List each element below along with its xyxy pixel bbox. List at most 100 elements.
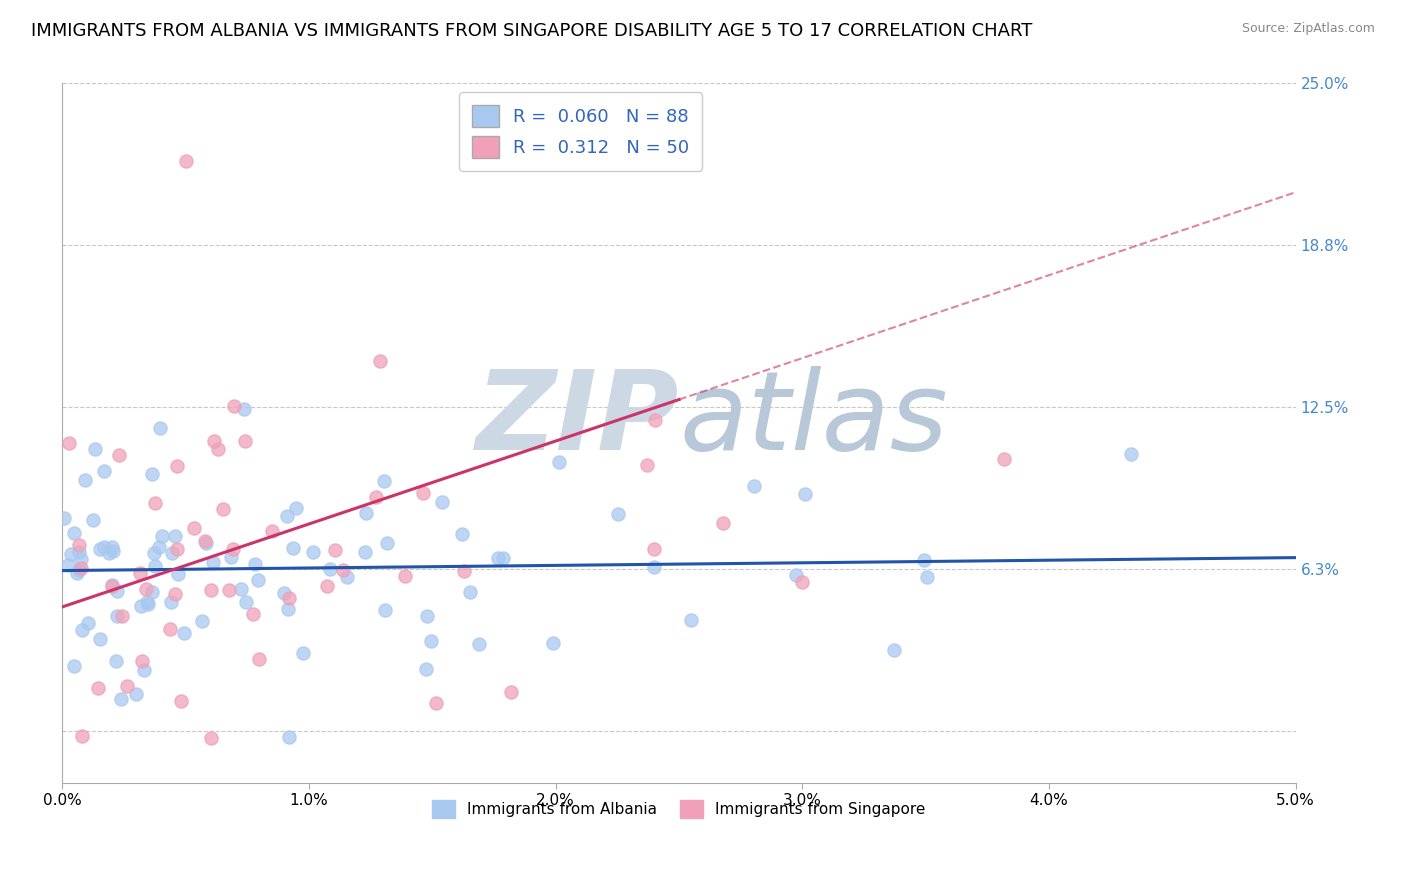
Point [170, 694, 193, 708]
Point [194, 534, 217, 549]
Point [108, 448, 131, 462]
Point [332, 563, 354, 577]
Point [174, 154, 197, 169]
Legend: Immigrants from Albania, Immigrants from Singapore: Immigrants from Albania, Immigrants from… [426, 794, 932, 824]
Point [354, 506, 377, 520]
Point [416, 609, 439, 624]
Point [93, 540, 115, 554]
Point [75, 473, 97, 487]
Point [501, 685, 523, 699]
Point [52, 511, 75, 525]
Point [67, 564, 90, 578]
Point [101, 577, 124, 591]
Point [87, 681, 110, 696]
Point [246, 574, 269, 588]
Point [277, 602, 299, 616]
Point [394, 568, 416, 582]
Point [374, 603, 396, 617]
Point [143, 558, 166, 573]
Point [167, 566, 190, 581]
Text: IMMIGRANTS FROM ALBANIA VS IMMIGRANTS FROM SINGAPORE DISABILITY AGE 5 TO 17 CORR: IMMIGRANTS FROM ALBANIA VS IMMIGRANTS FR… [31, 22, 1032, 40]
Point [284, 501, 307, 516]
Text: ZIP: ZIP [475, 366, 679, 473]
Point [643, 559, 665, 574]
Point [131, 654, 153, 668]
Point [82, 513, 104, 527]
Point [150, 529, 173, 543]
Point [163, 529, 186, 543]
Point [70, 561, 93, 575]
Point [143, 546, 166, 560]
Point [283, 541, 305, 556]
Point [194, 535, 217, 549]
Point [111, 608, 134, 623]
Point [368, 353, 391, 368]
Point [66, 566, 89, 581]
Point [232, 401, 254, 416]
Point [292, 646, 315, 660]
Point [541, 636, 564, 650]
Text: atlas: atlas [679, 366, 948, 473]
Point [159, 622, 181, 636]
Point [70, 729, 93, 743]
Point [1121, 447, 1143, 461]
Point [67, 544, 90, 558]
Point [354, 544, 377, 558]
Point [711, 516, 734, 531]
Point [60, 547, 83, 561]
Point [235, 595, 257, 609]
Point [89, 632, 111, 647]
Point [323, 543, 346, 558]
Point [105, 584, 128, 599]
Point [207, 442, 229, 456]
Point [110, 691, 132, 706]
Point [183, 521, 205, 535]
Point [373, 475, 395, 489]
Point [222, 542, 245, 557]
Point [915, 570, 938, 584]
Point [492, 551, 515, 566]
Point [136, 597, 159, 611]
Point [70, 624, 93, 638]
Point [128, 566, 150, 580]
Point [415, 662, 437, 676]
Point [993, 452, 1015, 467]
Point [273, 586, 295, 600]
Point [742, 479, 765, 493]
Point [276, 509, 298, 524]
Point [468, 637, 491, 651]
Point [458, 585, 481, 599]
Point [129, 599, 152, 614]
Point [100, 579, 122, 593]
Point [58, 436, 80, 450]
Point [202, 434, 225, 449]
Point [200, 731, 222, 745]
Point [63, 658, 86, 673]
Point [547, 455, 569, 469]
Point [125, 687, 148, 701]
Point [912, 553, 935, 567]
Point [201, 556, 224, 570]
Point [107, 608, 129, 623]
Point [101, 543, 124, 558]
Point [83, 442, 105, 456]
Point [166, 458, 188, 473]
Point [173, 626, 195, 640]
Point [141, 584, 163, 599]
Point [219, 550, 242, 565]
Point [56, 558, 79, 573]
Point [486, 550, 509, 565]
Point [278, 730, 301, 744]
Point [301, 545, 323, 559]
Point [681, 613, 703, 627]
Point [136, 595, 159, 609]
Point [247, 651, 270, 665]
Point [76, 615, 98, 630]
Point [315, 579, 337, 593]
Point [163, 587, 186, 601]
Point [375, 535, 398, 549]
Point [336, 570, 359, 584]
Point [63, 525, 86, 540]
Point [785, 567, 807, 582]
Point [160, 545, 183, 559]
